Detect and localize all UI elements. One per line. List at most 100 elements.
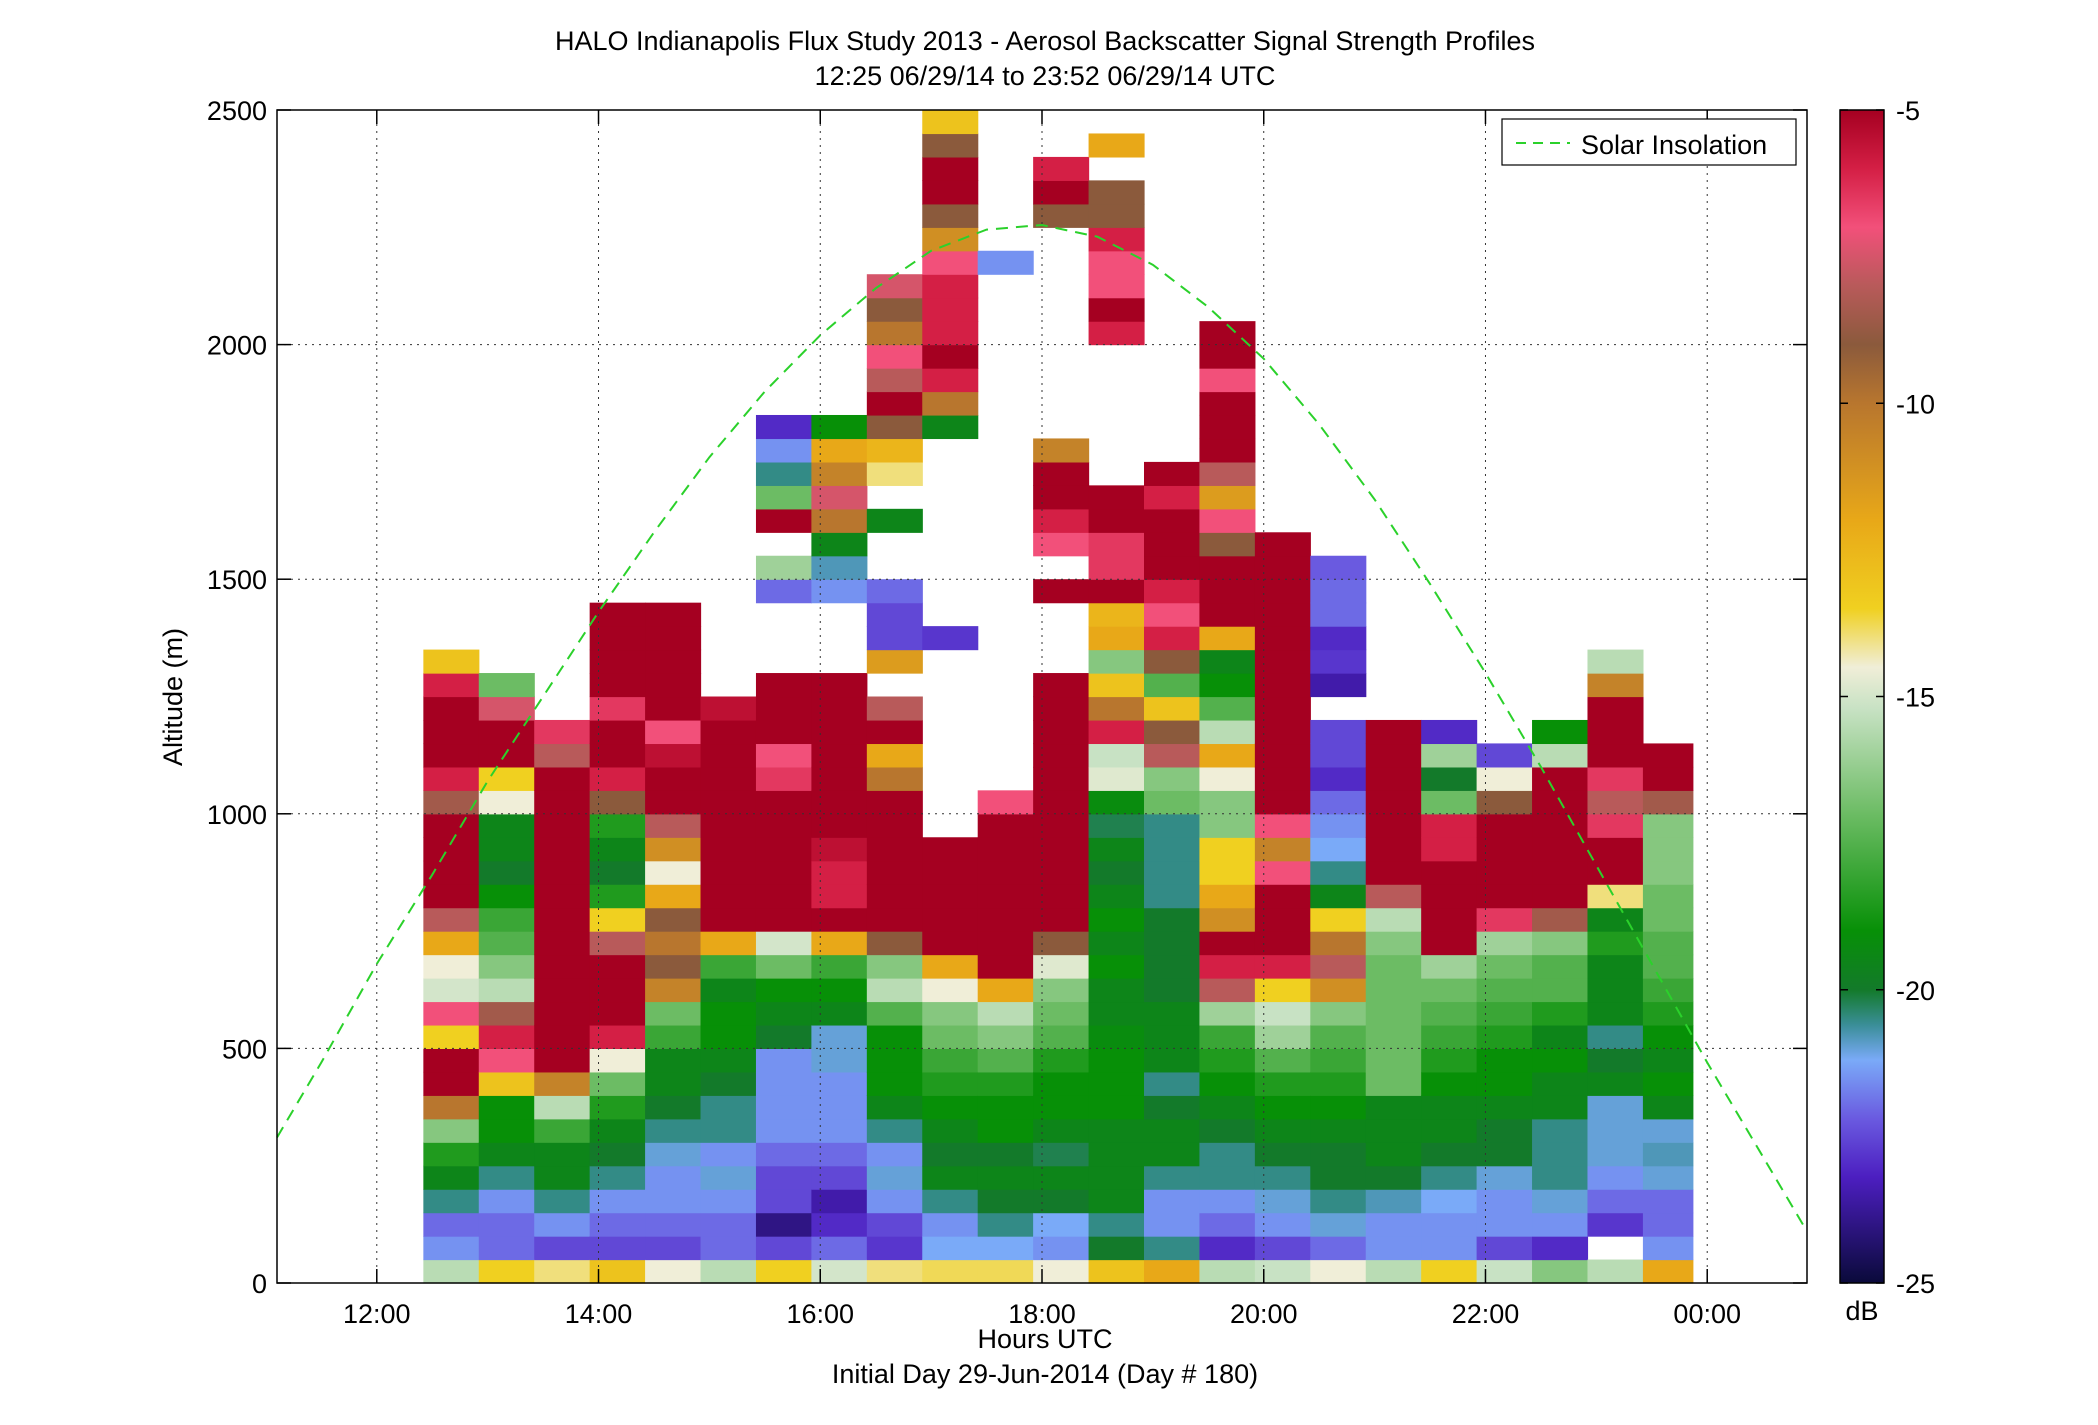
heatmap-cell <box>977 931 1034 956</box>
heatmap-cell <box>645 1142 702 1167</box>
heatmap-cell <box>645 1212 702 1237</box>
heatmap-cell <box>534 884 591 909</box>
heatmap-cell <box>1199 1024 1256 1049</box>
heatmap-cell <box>866 321 923 346</box>
heatmap-cell <box>866 602 923 627</box>
heatmap-cell <box>1144 1236 1201 1261</box>
heatmap-cell <box>1642 1142 1694 1167</box>
heatmap-cell <box>1587 884 1644 909</box>
heatmap-cell <box>866 1071 923 1096</box>
heatmap-cell <box>1310 1165 1367 1190</box>
heatmap-cell <box>755 1001 812 1026</box>
heatmap-cell <box>866 1142 923 1167</box>
heatmap-cell <box>1144 1259 1201 1284</box>
heatmap-cell <box>866 719 923 745</box>
heatmap-cell <box>1033 766 1090 791</box>
x-axis-ticks: 12:00 14:00 16:00 18:00 20:00 22:00 00:00 <box>343 110 1741 1329</box>
heatmap-cell <box>423 1048 480 1073</box>
heatmap-cell <box>1421 907 1478 932</box>
heatmap-cell <box>1144 461 1201 486</box>
heatmap-cell <box>1365 1024 1422 1049</box>
heatmap-cell <box>1365 813 1422 838</box>
heatmap-cell <box>1033 696 1090 721</box>
x-tick-label: 14:00 <box>565 1299 633 1329</box>
heatmap-cell <box>589 978 646 1003</box>
heatmap-cell <box>589 766 646 791</box>
heatmap-cell <box>423 884 480 909</box>
colorbar-tick-label: -25 <box>1896 1269 1935 1299</box>
heatmap-cell <box>1199 368 1256 393</box>
heatmap-cell <box>1310 1095 1367 1120</box>
heatmap-cell <box>1476 907 1533 932</box>
heatmap-cell <box>1642 884 1694 909</box>
heatmap-cell <box>700 1259 757 1284</box>
heatmap-cell <box>645 813 702 838</box>
heatmap-cell <box>1199 391 1256 416</box>
heatmap-cell <box>423 907 480 932</box>
heatmap-cell <box>1310 1024 1367 1049</box>
heatmap-cell <box>1587 1142 1644 1167</box>
heatmap-cell <box>977 884 1034 909</box>
heatmap-cell <box>423 1189 480 1214</box>
heatmap-cell <box>977 978 1034 1003</box>
heatmap-cell <box>1587 860 1644 885</box>
heatmap-cell <box>922 414 979 440</box>
heatmap-cell <box>1033 579 1090 604</box>
heatmap-cell <box>1144 485 1201 510</box>
heatmap-cell <box>755 1165 812 1190</box>
heatmap-cell <box>1642 1236 1694 1261</box>
heatmap-cell <box>1199 978 1256 1003</box>
chart-subtitle: 12:25 06/29/14 to 23:52 06/29/14 UTC <box>815 61 1276 91</box>
heatmap-cell <box>423 1259 480 1284</box>
heatmap-cell <box>1310 743 1367 768</box>
heatmap-cell <box>1642 978 1694 1003</box>
heatmap-cell <box>1088 579 1145 604</box>
heatmap-cell <box>922 1001 979 1026</box>
heatmap-cell <box>1199 1048 1256 1073</box>
heatmap-cell <box>1088 884 1145 909</box>
heatmap-cell <box>811 508 868 533</box>
heatmap-cell <box>1144 884 1201 909</box>
heatmap-cell <box>1199 790 1256 815</box>
heatmap-cell <box>1088 133 1145 158</box>
heatmap-cell <box>1310 579 1367 604</box>
heatmap-cell <box>1144 602 1201 627</box>
heatmap-cell <box>1365 1118 1422 1143</box>
heatmap-cell <box>1421 790 1478 815</box>
heatmap-cell <box>534 1236 591 1261</box>
heatmap-cell <box>1365 1165 1422 1190</box>
heatmap-cell <box>1199 1118 1256 1143</box>
heatmap-cell <box>534 1048 591 1073</box>
heatmap-cell <box>866 438 923 463</box>
heatmap-cell <box>478 931 535 956</box>
heatmap-cell <box>1199 532 1256 557</box>
heatmap-cell <box>478 1071 535 1096</box>
heatmap-cell <box>1033 978 1090 1003</box>
heatmap-cell <box>700 813 757 838</box>
heatmap-cell <box>1199 1236 1256 1261</box>
heatmap-cell <box>1088 555 1145 580</box>
x-tick-label: 12:00 <box>343 1299 411 1329</box>
heatmap-cell <box>1421 743 1478 768</box>
heatmap-cell <box>1310 954 1367 979</box>
heatmap-cell <box>423 931 480 956</box>
heatmap-cell <box>1033 1165 1090 1190</box>
heatmap-cell <box>645 1165 702 1190</box>
heatmap-cell <box>478 860 535 885</box>
heatmap-cell <box>1587 1071 1644 1096</box>
heatmap-cell <box>977 1142 1034 1167</box>
heatmap-cell <box>977 907 1034 932</box>
heatmap-cell <box>1587 1048 1644 1073</box>
heatmap-cell <box>700 1165 757 1190</box>
heatmap-cell <box>922 1212 979 1237</box>
heatmap-cell <box>534 743 591 768</box>
heatmap-cell <box>1254 1095 1311 1120</box>
heatmap-cell <box>866 813 923 838</box>
heatmap-cell <box>1642 954 1694 979</box>
heatmap-cell <box>755 555 812 580</box>
heatmap-cell <box>922 1024 979 1049</box>
heatmap-cell <box>1088 1118 1145 1143</box>
heatmap-cell <box>866 297 923 322</box>
heatmap-cell <box>1144 1189 1201 1214</box>
heatmap-cell <box>1532 1259 1589 1284</box>
